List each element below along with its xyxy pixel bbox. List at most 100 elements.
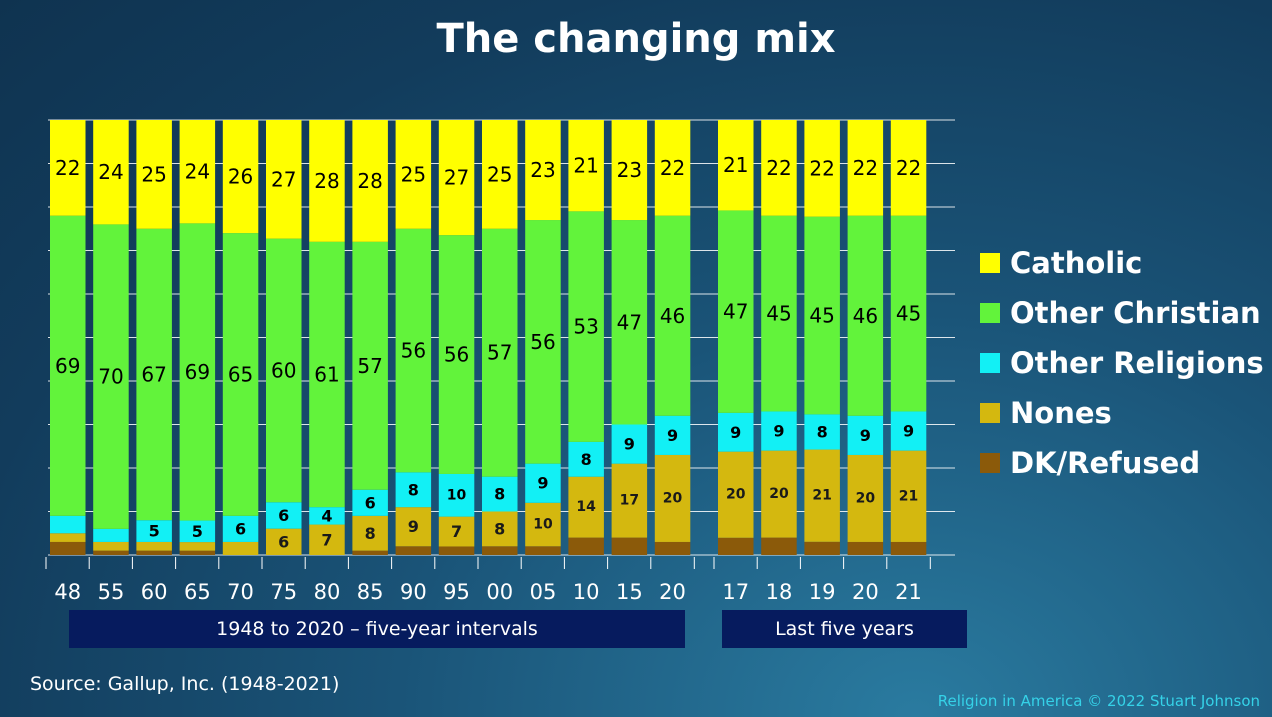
data-label: 9 bbox=[537, 474, 548, 493]
bar-segment-other-religions bbox=[222, 515, 259, 542]
x-tick-label: 80 bbox=[314, 580, 341, 604]
legend-label: Other Christian bbox=[1010, 296, 1261, 330]
data-label: 20 bbox=[663, 490, 683, 506]
data-label: 61 bbox=[314, 362, 339, 386]
bar-segment-nones bbox=[136, 541, 172, 551]
bar-segment-other-christian bbox=[761, 215, 797, 412]
bar-segment-other-religions bbox=[136, 520, 172, 542]
data-label: 21 bbox=[812, 488, 831, 504]
data-label: 10 bbox=[447, 487, 467, 503]
bar-segment-catholic bbox=[352, 120, 388, 242]
x-tick-label: 65 bbox=[184, 580, 211, 604]
data-label: 9 bbox=[773, 422, 784, 441]
x-tick-label: 48 bbox=[54, 580, 81, 604]
data-label: 23 bbox=[617, 158, 642, 182]
data-label: 22 bbox=[896, 156, 921, 180]
bar-segment-nones bbox=[93, 541, 129, 551]
data-label: 9 bbox=[903, 422, 914, 441]
x-tick-label: 95 bbox=[443, 580, 470, 604]
bar-segment-catholic bbox=[50, 120, 86, 216]
bar-segment-dk-refused bbox=[525, 546, 561, 555]
data-label: 45 bbox=[766, 302, 791, 326]
x-tick-label: 60 bbox=[141, 580, 168, 604]
bar-segment-other-religions bbox=[525, 463, 561, 503]
legend-swatch bbox=[980, 353, 1000, 373]
data-label: 4 bbox=[321, 506, 332, 525]
data-label: 46 bbox=[853, 304, 878, 328]
data-label: 21 bbox=[899, 488, 918, 504]
bar-segment-catholic bbox=[93, 120, 129, 225]
bar-segment-catholic bbox=[718, 120, 754, 211]
data-label: 56 bbox=[530, 330, 555, 354]
data-label: 45 bbox=[896, 302, 921, 326]
x-tick-label: 15 bbox=[616, 580, 643, 604]
group-label-last-five: Last five years bbox=[722, 610, 967, 648]
legend-swatch bbox=[980, 303, 1000, 323]
data-label: 24 bbox=[185, 160, 210, 184]
data-label: 23 bbox=[530, 158, 555, 182]
x-tick-label: 55 bbox=[98, 580, 125, 604]
bar-segment-other-religions bbox=[93, 528, 129, 542]
legend-label: Catholic bbox=[1010, 246, 1143, 280]
data-label: 9 bbox=[730, 423, 741, 442]
bar-segment-dk-refused bbox=[654, 541, 691, 555]
legend: Catholic Other Christian Other Religions No… bbox=[980, 238, 1264, 488]
data-label: 6 bbox=[235, 519, 246, 538]
bar-segment-other-christian bbox=[718, 210, 754, 413]
x-tick-label: 21 bbox=[895, 580, 922, 604]
bar-segment-dk-refused bbox=[438, 546, 475, 555]
bar-segment-nones bbox=[222, 541, 259, 555]
bar-segment-other-christian bbox=[438, 235, 475, 474]
bar-segment-nones bbox=[804, 449, 840, 542]
bar-segment-catholic bbox=[847, 120, 884, 216]
bar-segment-dk-refused bbox=[761, 537, 797, 555]
bar-segment-other-religions bbox=[847, 415, 884, 455]
bar-segment-nones bbox=[50, 533, 86, 542]
bar-segment-catholic bbox=[438, 120, 475, 236]
bar-segment-nones bbox=[611, 463, 648, 538]
data-label: 26 bbox=[228, 165, 253, 189]
bar-segment-other-christian bbox=[179, 223, 216, 521]
legend-item-other-christian: Other Christian bbox=[980, 288, 1264, 338]
x-tick-label: 17 bbox=[722, 580, 749, 604]
group-label-five-year: 1948 to 2020 – five-year intervals bbox=[69, 610, 685, 648]
data-label: 22 bbox=[55, 156, 80, 180]
data-label: 25 bbox=[401, 162, 426, 186]
bar-segment-other-christian bbox=[136, 228, 172, 521]
legend-item-nones: Nones bbox=[980, 388, 1264, 438]
bar-segment-catholic bbox=[611, 120, 648, 221]
bar-segment-other-religions bbox=[352, 489, 388, 516]
bar-segment-other-religions bbox=[266, 502, 302, 529]
bar-segment-nones bbox=[266, 528, 302, 555]
bar-segment-other-christian bbox=[482, 228, 518, 477]
legend-label: Nones bbox=[1010, 396, 1112, 430]
bar-segment-dk-refused bbox=[847, 541, 884, 555]
chart-title: The changing mix bbox=[436, 16, 836, 62]
data-label: 69 bbox=[55, 354, 80, 378]
data-label: 22 bbox=[853, 156, 878, 180]
source-note: Source: Gallup, Inc. (1948-2021) bbox=[30, 673, 340, 695]
x-tick-label: 90 bbox=[400, 580, 427, 604]
credit-note: Religion in America © 2022 Stuart Johnso… bbox=[937, 692, 1260, 710]
bar-segment-dk-refused bbox=[482, 546, 518, 555]
bar-segment-other-religions bbox=[804, 414, 840, 450]
data-label: 8 bbox=[408, 480, 419, 499]
data-label: 6 bbox=[278, 532, 289, 551]
legend-swatch bbox=[980, 403, 1000, 423]
data-label: 56 bbox=[401, 339, 426, 363]
bar-segment-dk-refused bbox=[352, 550, 388, 555]
bar-segment-dk-refused bbox=[804, 541, 840, 555]
data-label: 21 bbox=[723, 153, 748, 177]
data-label: 28 bbox=[357, 169, 382, 193]
bar-segment-nones bbox=[309, 524, 345, 555]
bar-segment-nones bbox=[847, 454, 884, 542]
data-label: 9 bbox=[408, 517, 419, 536]
bar-segment-other-christian bbox=[804, 216, 840, 415]
bar-segment-catholic bbox=[761, 120, 797, 216]
data-label: 9 bbox=[624, 435, 635, 454]
bar-segment-catholic bbox=[395, 120, 432, 229]
x-tick-label: 05 bbox=[530, 580, 557, 604]
bar-segment-other-religions bbox=[890, 411, 927, 451]
legend-label: DK/Refused bbox=[1010, 446, 1201, 480]
bar-segment-other-christian bbox=[890, 215, 927, 412]
